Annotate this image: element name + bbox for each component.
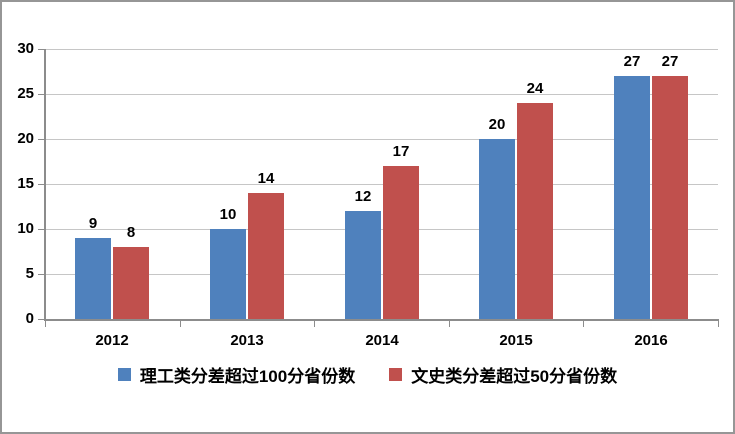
x-tick	[449, 321, 450, 327]
x-axis-line	[44, 319, 719, 321]
bar-value-label: 10	[219, 206, 237, 223]
gridline	[46, 49, 718, 50]
y-axis-label: 10	[17, 220, 34, 237]
legend-label: 理工类分差超过100分省份数	[139, 367, 356, 386]
y-tick	[38, 274, 45, 275]
y-tick	[38, 94, 45, 95]
bar-value-label: 24	[526, 80, 544, 97]
legend-label: 文史类分差超过50分省份数	[411, 367, 618, 386]
legend-color-swatch-icon	[389, 368, 403, 381]
y-axis-line	[44, 49, 46, 321]
x-axis-label: 2012	[95, 332, 129, 349]
bar-value-label: 9	[88, 215, 98, 232]
bar	[248, 193, 284, 319]
bar-value-label: 27	[661, 53, 679, 70]
bar	[113, 247, 149, 319]
x-tick	[314, 321, 315, 327]
bar	[75, 238, 111, 319]
y-axis-label: 20	[17, 130, 34, 147]
bar-value-label: 14	[257, 170, 275, 187]
x-tick	[180, 321, 181, 327]
legend-item: 文史类分差超过50分省份数	[389, 362, 617, 387]
gridline	[46, 184, 718, 185]
bar	[210, 229, 246, 319]
y-axis-label: 5	[25, 265, 34, 282]
x-tick	[583, 321, 584, 327]
legend-item: 理工类分差超过100分省份数	[117, 362, 356, 387]
bar	[517, 103, 553, 319]
bar	[479, 139, 515, 319]
gridline	[46, 94, 718, 95]
x-axis-label: 2013	[230, 332, 264, 349]
bar-value-label: 17	[392, 143, 410, 160]
y-tick	[38, 49, 45, 50]
gridline	[46, 229, 718, 230]
x-axis-label: 2014	[365, 332, 399, 349]
y-tick	[38, 139, 45, 140]
y-axis-label: 30	[17, 40, 34, 57]
bar-value-label: 12	[354, 188, 372, 205]
y-axis-label: 15	[17, 175, 34, 192]
chart-legend: 理工类分差超过100分省份数 文史类分差超过50分省份数	[2, 362, 733, 387]
bar-value-label: 20	[488, 116, 506, 133]
y-axis-label: 25	[17, 85, 34, 102]
gridline	[46, 139, 718, 140]
bar	[614, 76, 650, 319]
bar	[652, 76, 688, 319]
bar-value-label: 27	[623, 53, 641, 70]
gridline	[46, 274, 718, 275]
x-tick	[45, 321, 46, 327]
y-axis-label: 0	[25, 310, 34, 327]
x-axis-label: 2016	[634, 332, 668, 349]
bar-value-label: 8	[126, 224, 136, 241]
x-tick	[718, 321, 719, 327]
y-tick	[38, 184, 45, 185]
legend-color-swatch-icon	[117, 368, 131, 381]
bar	[345, 211, 381, 319]
y-tick	[38, 229, 45, 230]
y-tick	[38, 319, 45, 320]
x-axis-label: 2015	[499, 332, 533, 349]
bar	[383, 166, 419, 319]
